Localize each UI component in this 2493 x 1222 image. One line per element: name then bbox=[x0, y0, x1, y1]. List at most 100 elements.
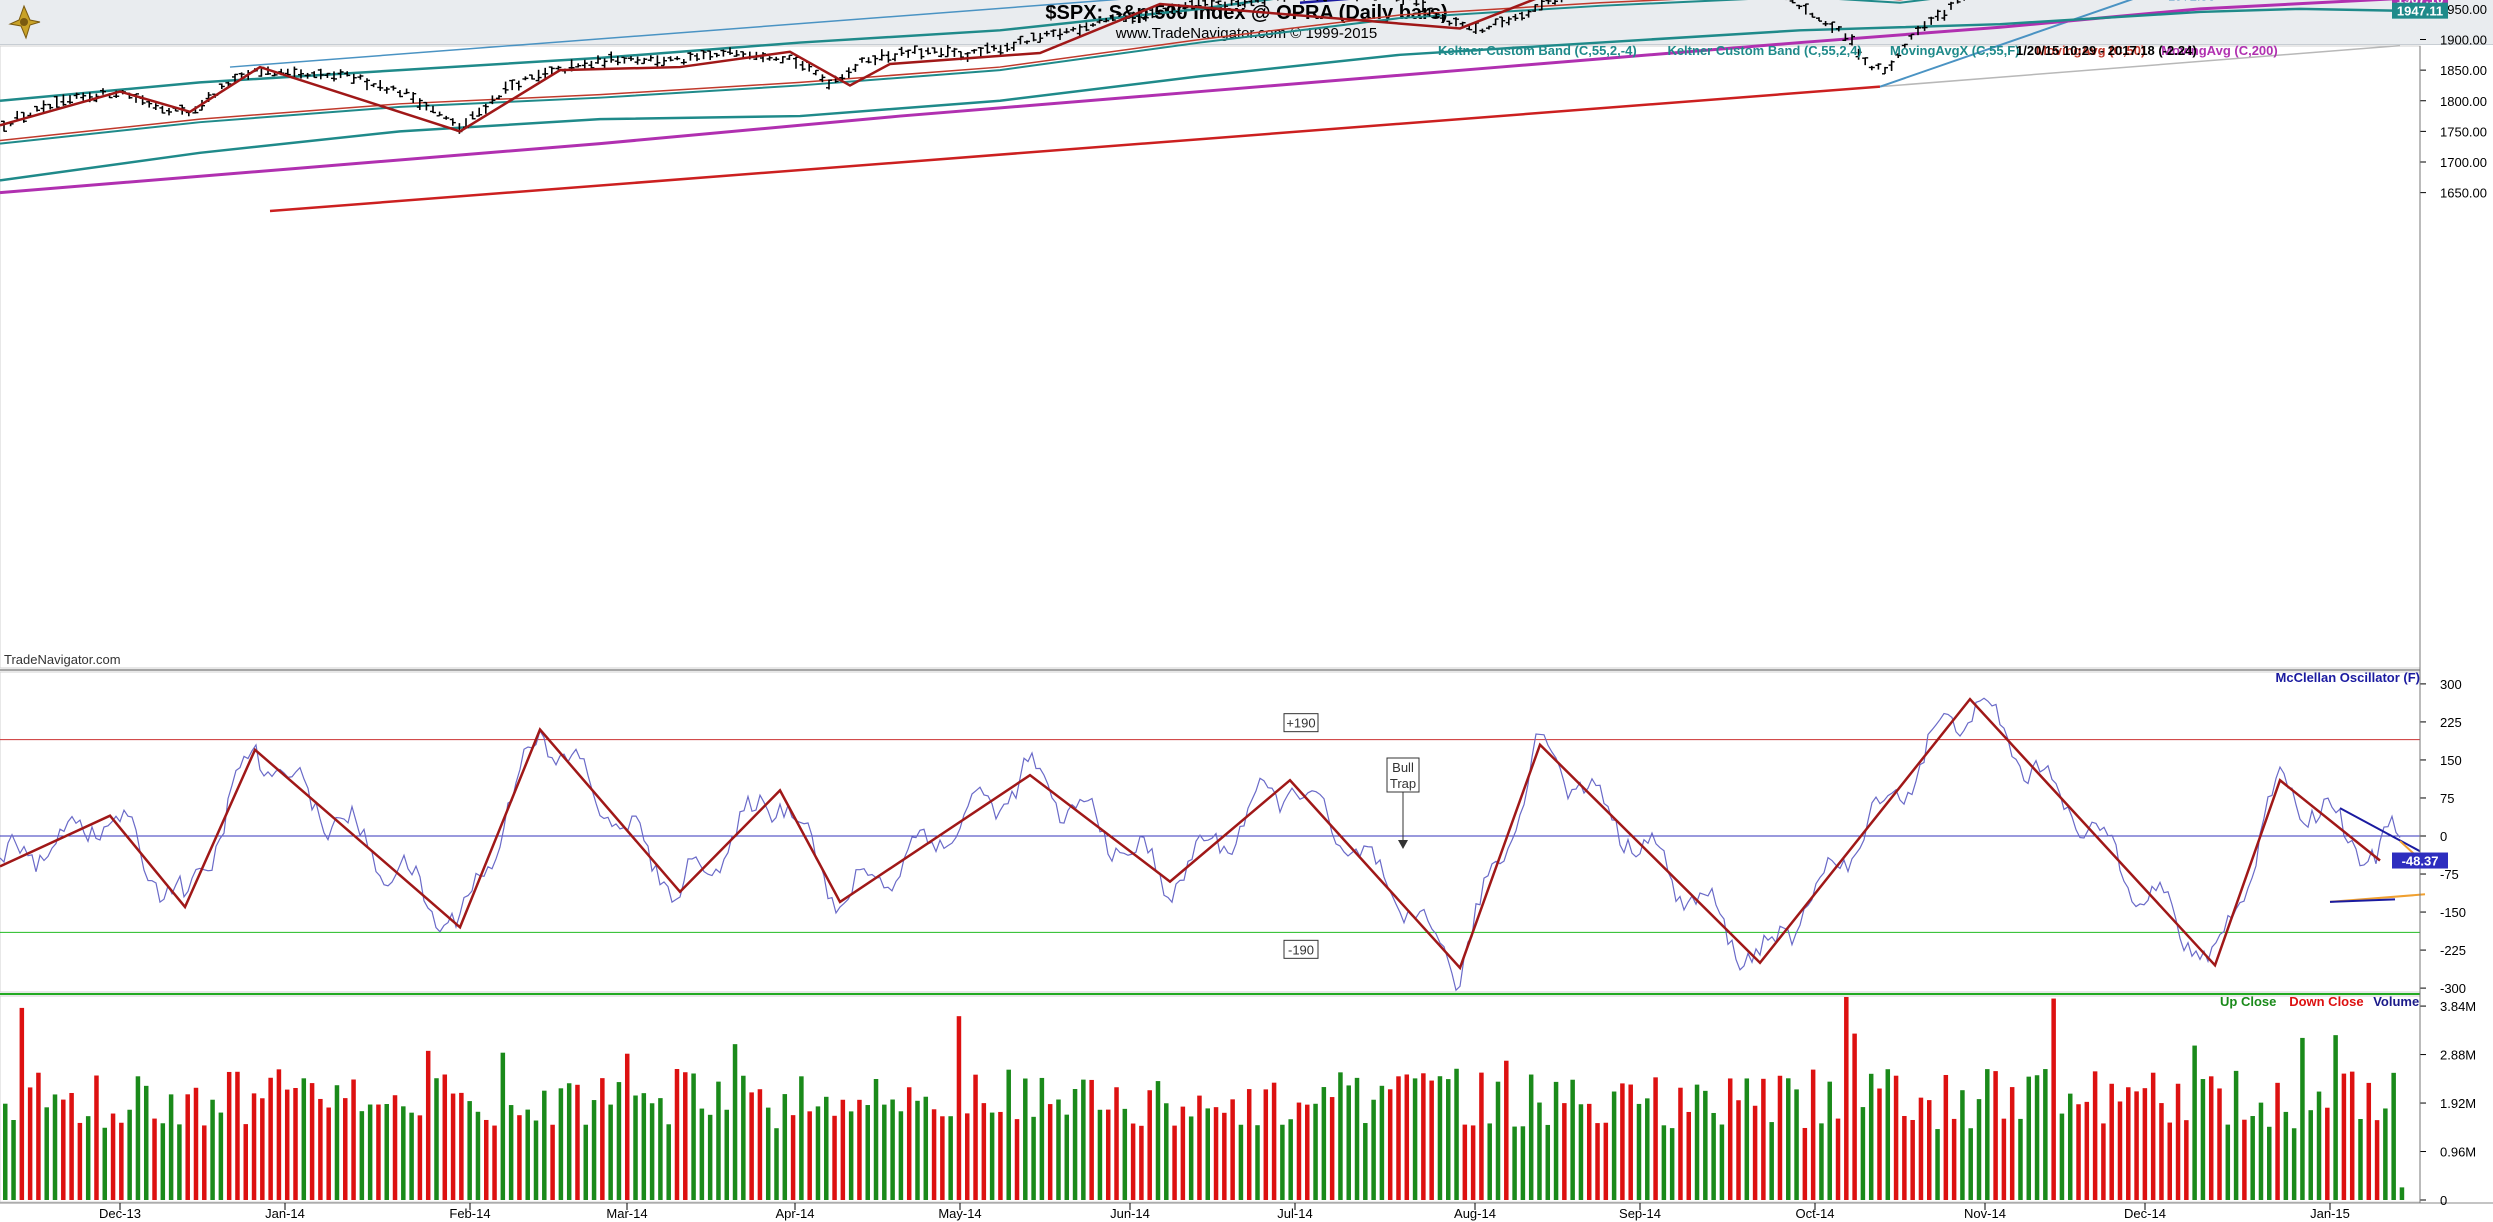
volume-bar bbox=[1023, 1078, 1028, 1200]
volume-bar bbox=[1487, 1123, 1492, 1200]
volume-bar bbox=[2267, 1126, 2272, 1200]
volume-bar bbox=[1396, 1076, 1401, 1200]
volume-bar bbox=[143, 1085, 149, 1200]
osc-tick-label: 75 bbox=[2440, 791, 2454, 806]
volume-bar bbox=[1246, 1089, 1252, 1200]
price-bar bbox=[641, 57, 648, 65]
price-bar bbox=[1, 120, 7, 132]
volume-bar bbox=[1628, 1084, 1633, 1200]
volume-bar bbox=[517, 1115, 522, 1200]
volume-bar bbox=[2217, 1088, 2222, 1200]
volume-bar bbox=[732, 1044, 738, 1200]
volume-bar bbox=[2001, 1118, 2007, 1200]
price-bar bbox=[1057, 28, 1063, 41]
volume-bar bbox=[500, 1052, 506, 1200]
volume-bar bbox=[608, 1104, 613, 1200]
volume-bar bbox=[284, 1089, 290, 1200]
osc-tick-label: -75 bbox=[2440, 867, 2459, 882]
volume-bar bbox=[293, 1087, 298, 1200]
price-bar bbox=[707, 50, 714, 61]
volume-bar bbox=[1885, 1069, 1891, 1200]
volume-bar bbox=[1338, 1072, 1343, 1200]
price-bar bbox=[1030, 32, 1037, 42]
volume-bar bbox=[251, 1093, 257, 1200]
price-bar bbox=[1941, 9, 1948, 21]
price-bar bbox=[298, 69, 304, 79]
volume-bar bbox=[865, 1105, 870, 1200]
volume-bar bbox=[757, 1089, 763, 1200]
volume-bar bbox=[135, 1076, 141, 1200]
volume-bar bbox=[1935, 1129, 1940, 1200]
osc-tick-label: 0 bbox=[2440, 829, 2447, 844]
volume-bar bbox=[1636, 1103, 1642, 1200]
price-bar bbox=[608, 51, 615, 63]
date-tick-label: Dec-14 bbox=[2124, 1206, 2166, 1221]
price-bar bbox=[1472, 22, 1479, 34]
plus190-label: +190 bbox=[1286, 716, 1315, 731]
volume-bar bbox=[1943, 1074, 1949, 1200]
price-bar bbox=[1024, 40, 1030, 45]
volume-bar bbox=[857, 1099, 862, 1200]
volume-bar bbox=[2383, 1108, 2388, 1200]
volume-bar bbox=[1263, 1089, 1269, 1200]
volume-bar bbox=[110, 1113, 116, 1200]
volume-bar bbox=[168, 1094, 174, 1200]
volume-bar bbox=[1255, 1125, 1260, 1200]
volume-bar bbox=[583, 1124, 589, 1200]
volume-bar bbox=[2109, 1083, 2114, 1200]
price-tick-label: 1750.00 bbox=[2440, 124, 2487, 139]
volume-bar bbox=[989, 1112, 995, 1200]
price-bar bbox=[146, 100, 153, 108]
volume-bar bbox=[1985, 1069, 1990, 1200]
volume-bar bbox=[1064, 1114, 1070, 1200]
volume-bar bbox=[1379, 1085, 1385, 1200]
volume-bar bbox=[641, 1093, 647, 1200]
volume-bar bbox=[1603, 1122, 1609, 1200]
price-bar bbox=[892, 53, 898, 62]
volume-bar bbox=[1537, 1102, 1542, 1200]
volume-bar bbox=[2283, 1111, 2289, 1200]
price-bar bbox=[1486, 25, 1492, 30]
volume-bar bbox=[1802, 1127, 1808, 1200]
volume-bar bbox=[1562, 1103, 1567, 1200]
volume-bar bbox=[2341, 1073, 2347, 1200]
volume-bar bbox=[11, 1120, 16, 1200]
price-bar bbox=[1426, 7, 1433, 17]
price-bar bbox=[700, 50, 707, 60]
oscillator-panel-bg bbox=[0, 671, 2421, 993]
volume-bar bbox=[931, 1109, 937, 1200]
price-bar bbox=[469, 111, 476, 120]
volume-bar bbox=[1960, 1090, 1965, 1200]
osc-lower-blue-trendline bbox=[2329, 898, 2396, 903]
price-bar bbox=[667, 56, 674, 62]
volume-bar bbox=[815, 1106, 821, 1200]
volume-bar bbox=[2059, 1113, 2065, 1200]
volume-bar bbox=[1620, 1083, 1625, 1200]
price-bar bbox=[812, 69, 819, 76]
volume-bar bbox=[1238, 1124, 1244, 1200]
volume-bar bbox=[185, 1094, 190, 1200]
volume-bar bbox=[1479, 1072, 1484, 1200]
price-bar bbox=[1215, 0, 1222, 5]
price-bar bbox=[1934, 9, 1941, 21]
volume-bar bbox=[1031, 1116, 1036, 1200]
price-badge-text: 1947.11 bbox=[2397, 4, 2443, 19]
price-bar bbox=[60, 94, 67, 106]
volume-bar bbox=[367, 1104, 373, 1200]
volume-bar bbox=[1661, 1125, 1667, 1200]
volume-bar bbox=[2018, 1118, 2023, 1200]
volume-bar bbox=[1769, 1122, 1774, 1200]
price-bar bbox=[1149, 8, 1156, 19]
price-bar bbox=[925, 47, 931, 55]
volume-bar bbox=[1105, 1109, 1111, 1200]
volume-bar bbox=[2043, 1069, 2048, 1200]
price-bar bbox=[1875, 63, 1882, 70]
volume-bar bbox=[2067, 1093, 2073, 1200]
osc-tick-label: -300 bbox=[2440, 981, 2466, 996]
price-bar bbox=[496, 95, 502, 100]
volume-bar bbox=[765, 1107, 771, 1200]
volume-bar bbox=[2200, 1079, 2206, 1200]
price-bar bbox=[1789, 0, 1796, 4]
price-bar bbox=[416, 98, 423, 111]
